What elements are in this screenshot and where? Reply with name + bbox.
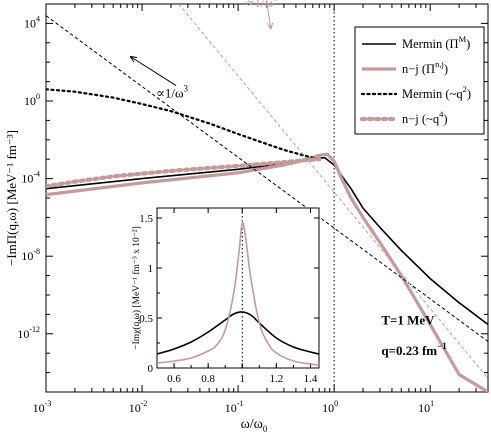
main-y-axis-label: −ImΠ(q,ω) [MeV⁻¹ fm⁻³] bbox=[4, 130, 19, 266]
annotation-arrow-head bbox=[266, 22, 274, 30]
inset-x-tick-label: 0.6 bbox=[167, 373, 181, 385]
inset-y-axis-label: −Imχ(q,ω) [MeV⁻¹ fm⁻³ x 10⁻²] bbox=[131, 226, 142, 350]
parameter-label: q=0.23 fm−1 bbox=[381, 341, 447, 358]
inset-series-line-1 bbox=[157, 221, 319, 366]
legend-label: n−j (Πn,j) bbox=[402, 59, 448, 76]
parameter-labels: T=1 MeV q=0.23 fm−1 bbox=[381, 313, 447, 359]
inset-ticks bbox=[156, 208, 319, 369]
inset-series bbox=[157, 208, 319, 368]
series-line-3 bbox=[46, 157, 322, 189]
x-tick-label: 101 bbox=[418, 399, 434, 415]
x-tick-label: 100 bbox=[322, 399, 338, 415]
series-line-1 bbox=[46, 152, 488, 392]
main-annotations: ∝1/ω3 ∝1/ω5 bbox=[129, 0, 278, 101]
y-tick-label: 10-4 bbox=[21, 170, 40, 186]
inset-x-tick-label: 0.8 bbox=[201, 373, 215, 385]
x-tick-label: 10-3 bbox=[33, 399, 52, 415]
main-ticks bbox=[45, 3, 489, 393]
inset-x-tick-label: 1.2 bbox=[269, 373, 283, 385]
inset-plot-frame bbox=[156, 207, 320, 369]
inset-x-tick-label: 1.4 bbox=[304, 373, 318, 385]
inset-y-tick-label: 1 bbox=[148, 263, 154, 275]
inset-tick-labels: 0.6 0.8 1 1.2 1.4 0 0.5 1 1.5 bbox=[139, 213, 318, 385]
inset-y-tick-label: 0.5 bbox=[139, 313, 153, 325]
inset-plot: 0.6 0.8 1 1.2 1.4 0 0.5 1 1.5 −Imχ(q,ω) [MeV⁻¹ f… bbox=[131, 207, 320, 385]
parameter-label: T=1 MeV bbox=[381, 313, 435, 328]
legend-rows: Mermin (ΠM) n−j (Πn,j) Mermin (~q2) n−j (~q… bbox=[359, 34, 471, 126]
legend-label: n−j (~q4) bbox=[402, 109, 448, 126]
y-tick-label: 100 bbox=[24, 92, 40, 108]
legend: Mermin (ΠM) n−j (Πn,j) Mermin (~q2) n−j (~q… bbox=[354, 26, 485, 135]
y-tick-label: 10-12 bbox=[17, 325, 40, 341]
main-x-axis-label: ω/ω0 bbox=[241, 417, 268, 434]
main-series bbox=[46, 4, 488, 392]
inset-series-line-0 bbox=[157, 311, 319, 355]
series-line-5 bbox=[178, 4, 488, 379]
inset-y-tick-label: 0 bbox=[148, 363, 154, 375]
series-line-2 bbox=[46, 88, 321, 161]
y-tick-label: 104 bbox=[24, 14, 40, 30]
annotation-label: ∝1/ω5 bbox=[246, 0, 278, 10]
x-tick-label: 10-2 bbox=[129, 399, 148, 415]
series-line-4 bbox=[46, 15, 488, 342]
annotation-arrow-head bbox=[129, 55, 138, 63]
inset-y-tick-label: 1.5 bbox=[139, 213, 153, 225]
x-tick-label: 10-1 bbox=[225, 399, 244, 415]
legend-label: Mermin (~q2) bbox=[402, 84, 471, 101]
annotation-label: ∝1/ω3 bbox=[156, 84, 188, 101]
annotation-arrow-line bbox=[129, 55, 177, 87]
legend-box bbox=[354, 26, 485, 135]
annotation-arrow-line bbox=[265, 0, 272, 30]
y-tick-label: 10-8 bbox=[21, 247, 40, 263]
legend-label: Mermin (ΠM) bbox=[402, 34, 470, 51]
inset-x-tick-label: 1 bbox=[240, 373, 246, 385]
